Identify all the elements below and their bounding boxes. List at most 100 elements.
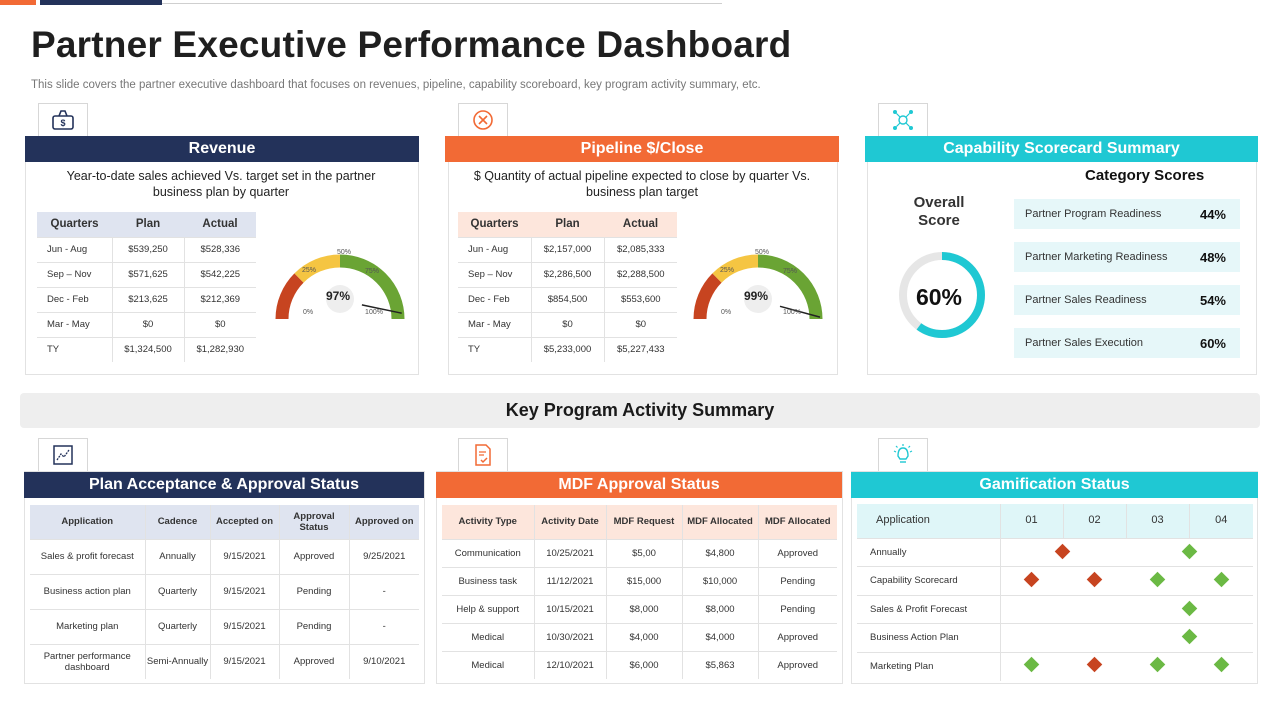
- gauge-needle: [361, 304, 402, 314]
- table-cell: TY: [458, 336, 531, 362]
- gauge-tick: 25%: [302, 267, 316, 274]
- table-cell: $4,000: [681, 622, 758, 651]
- mdf-header: MDF Approval Status: [436, 472, 842, 498]
- mdf-col-activity-date: Activity Date: [533, 505, 606, 539]
- table-cell: $539,250: [111, 236, 184, 262]
- table-row: Partner performance dashboard Semi-Annual…: [30, 643, 419, 679]
- pipeline-col-actual: Actual: [604, 212, 677, 237]
- table-cell: 9/15/2021: [209, 538, 279, 574]
- table-cell: Marketing plan: [30, 608, 145, 644]
- gauge-hub: [326, 285, 354, 313]
- table-cell: -: [348, 608, 419, 644]
- table-cell: Pending: [278, 573, 349, 609]
- table-row: Business Action Plan: [857, 623, 1253, 652]
- gauge-value: 97%: [326, 289, 350, 303]
- table-cell: $2,288,500: [603, 261, 677, 287]
- category-value: 44%: [1199, 206, 1226, 222]
- table-cell: $5,227,433: [603, 336, 677, 362]
- category-label: Partner Marketing Readiness: [1025, 251, 1168, 263]
- revenue-col-plan: Plan: [112, 212, 184, 237]
- mdf-col-allocated-status: MDF Allocated: [757, 505, 837, 539]
- plan-col-cadence: Cadence: [144, 505, 210, 539]
- gauge-band-yellow: [294, 254, 341, 283]
- table-row: Mar - May $0 $0: [458, 311, 677, 337]
- gauge-band-green: [339, 254, 405, 320]
- revenue-gauge: 97% 0% 25% 50% 75% 100%: [275, 249, 405, 320]
- ring-progress: [899, 252, 985, 338]
- table-cell: Sep – Nov: [458, 261, 531, 287]
- table-cell: $15,000: [605, 566, 682, 595]
- table-cell: TY: [37, 336, 112, 362]
- table-cell: Pending: [757, 566, 837, 595]
- table-row: TY $1,324,500 $1,282,930: [37, 336, 256, 362]
- table-cell: $212,369: [183, 286, 256, 312]
- category-row: Partner Sales Readiness 54%: [1014, 285, 1240, 315]
- revenue-col-quarters: Quarters: [37, 212, 112, 237]
- revenue-description: Year-to-date sales achieved Vs. target s…: [66, 169, 376, 199]
- table-cell: Dec - Feb: [458, 286, 531, 312]
- table-cell: 9/10/2021: [348, 643, 419, 679]
- gauge-value: 99%: [744, 289, 768, 303]
- table-cell: -: [348, 573, 419, 609]
- gam-col-application: Application: [857, 504, 1000, 538]
- table-cell: Annually: [144, 538, 210, 574]
- plan-acceptance-table: Application Cadence Accepted on Approval…: [30, 505, 419, 679]
- table-cell: 9/25/2021: [348, 538, 419, 574]
- top-accent-orange: [0, 0, 36, 5]
- table-cell: 9/15/2021: [209, 608, 279, 644]
- category-label: Partner Program Readiness: [1025, 208, 1162, 220]
- table-cell: 12/10/2021: [533, 650, 606, 679]
- table-cell: $2,286,500: [530, 261, 604, 287]
- table-cell: 9/15/2021: [209, 643, 279, 679]
- gauge-band-red: [693, 273, 722, 320]
- table-cell: Semi-Annually: [144, 643, 210, 679]
- page-title: Partner Executive Performance Dashboard: [31, 24, 792, 65]
- table-cell: Marketing Plan: [857, 651, 1000, 681]
- category-scores-title: Category Scores: [1085, 167, 1205, 184]
- gauge-tick: 0%: [721, 309, 731, 316]
- table-row: Business task 11/12/2021 $15,000 $10,000 Pen…: [442, 566, 837, 595]
- table-cell: [999, 623, 1253, 652]
- table-cell: $542,225: [183, 261, 256, 287]
- mdf-col-activity-type: Activity Type: [442, 505, 534, 539]
- brain-bulb-icon: [878, 438, 928, 472]
- table-cell: $8,000: [605, 594, 682, 623]
- table-cell: Approved: [278, 538, 349, 574]
- pipeline-gauge: 99% 0% 25% 50% 75% 100%: [693, 249, 823, 320]
- table-cell: 9/15/2021: [209, 573, 279, 609]
- table-cell: $4,000: [605, 622, 682, 651]
- table-row: Help & support 10/15/2021 $8,000 $8,000 Pend…: [442, 594, 837, 623]
- table-row: Medical 10/30/2021 $4,000 $4,000 Approved: [442, 622, 837, 651]
- network-head-icon: [878, 103, 928, 137]
- document-check-icon: [458, 438, 508, 472]
- category-value: 60%: [1199, 335, 1226, 351]
- svg-text:$: $: [60, 118, 65, 128]
- mdf-col-request: MDF Request: [605, 505, 682, 539]
- revenue-col-actual: Actual: [184, 212, 256, 237]
- key-program-title: Key Program Activity Summary: [20, 393, 1260, 428]
- revenue-header: Revenue: [25, 136, 419, 162]
- category-row: Partner Sales Execution 60%: [1014, 328, 1240, 358]
- plan-acceptance-header: Plan Acceptance & Approval Status: [24, 472, 424, 498]
- table-row: Communication 10/25/2021 $5,00 $4,800 Approv…: [442, 538, 837, 567]
- table-cell: $571,625: [111, 261, 184, 287]
- plan-col-accepted-on: Accepted on: [209, 505, 279, 539]
- gauge-tick: 75%: [365, 268, 379, 275]
- category-row: Partner Marketing Readiness 48%: [1014, 242, 1240, 272]
- table-cell: [999, 594, 1253, 624]
- pipeline-description: $ Quantity of actual pipeline expected t…: [473, 169, 811, 199]
- table-cell: Sales & profit forecast: [30, 538, 145, 574]
- gauge-tick: 0%: [303, 309, 313, 316]
- table-cell: Medical: [442, 622, 534, 651]
- table-row: TY $5,233,000 $5,227,433: [458, 336, 677, 362]
- gauge-tick: 100%: [365, 309, 383, 316]
- table-cell: Approved: [757, 622, 837, 651]
- table-row: Marketing plan Quarterly 9/15/2021 Pending -: [30, 608, 419, 644]
- table-cell: Approved: [757, 538, 837, 567]
- table-row: Dec - Feb $213,625 $212,369: [37, 286, 256, 312]
- table-row: Business action plan Quarterly 9/15/2021 Pe…: [30, 573, 419, 609]
- table-cell: $0: [183, 311, 256, 337]
- table-row: Capability Scorecard: [857, 566, 1253, 595]
- table-cell: $528,336: [183, 236, 256, 262]
- gauge-band-yellow: [712, 254, 759, 283]
